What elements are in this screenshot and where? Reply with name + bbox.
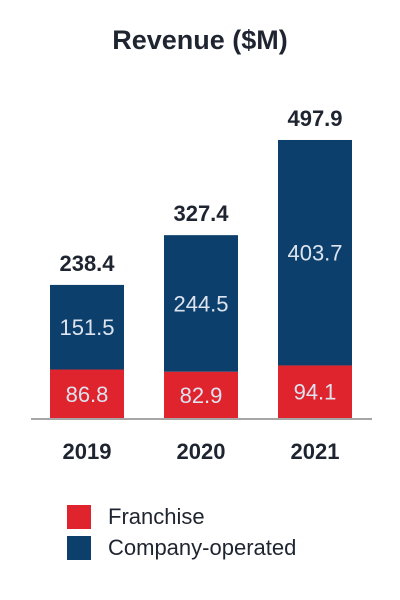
data-label-franchise-2020: 82.9 <box>180 383 223 408</box>
bar-franchise-2020 <box>164 371 238 418</box>
data-label-company-operated-2021: 403.7 <box>287 241 342 266</box>
data-label-company-operated-2020: 244.5 <box>173 291 228 316</box>
legend-item-franchise: Franchise <box>67 503 296 531</box>
bar-company-operated-2020 <box>164 235 238 372</box>
legend-label-company-operated: Company-operated <box>108 535 297 560</box>
total-label-2021: 497.9 <box>287 106 342 131</box>
total-label-2019: 238.4 <box>59 251 115 276</box>
legend-swatch-company-operated <box>67 536 91 560</box>
legend-swatch-franchise <box>67 505 91 529</box>
total-label-2020: 327.4 <box>173 201 229 226</box>
legend-item-company-operated: Company-operated <box>67 534 296 562</box>
x-tick-label-2020: 2020 <box>177 439 226 464</box>
data-label-company-operated-2019: 151.5 <box>59 315 114 340</box>
data-label-franchise-2021: 94.1 <box>294 380 337 405</box>
legend-label-franchise: Franchise <box>108 504 205 529</box>
bar-franchise-2019 <box>50 369 124 418</box>
x-tick-label-2019: 2019 <box>63 439 112 464</box>
chart-legend: Franchise Company-operated <box>67 503 296 565</box>
bar-company-operated-2021 <box>278 139 352 366</box>
bar-company-operated-2019 <box>50 284 124 370</box>
x-tick-label-2021: 2021 <box>291 439 340 464</box>
bar-franchise-2021 <box>278 365 352 418</box>
data-label-franchise-2019: 86.8 <box>66 382 109 407</box>
chart-title: Revenue ($M) <box>112 25 288 55</box>
